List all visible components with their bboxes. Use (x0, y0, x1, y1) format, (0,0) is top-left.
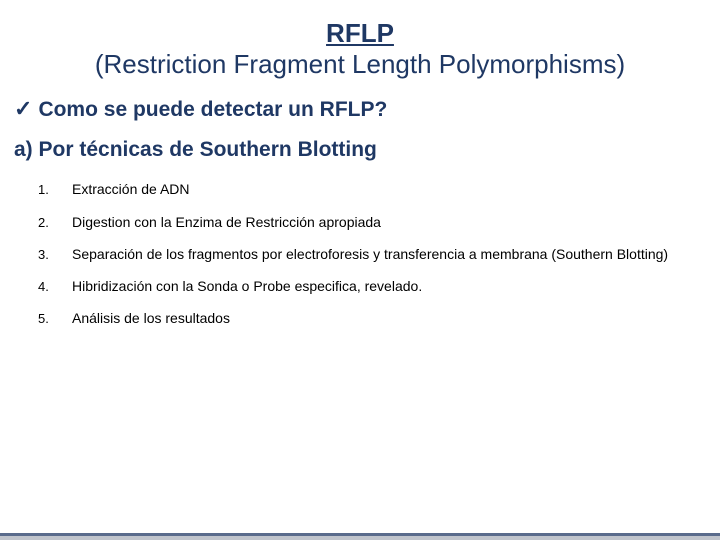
step-text: Hibridización con la Sonda o Probe espec… (72, 277, 422, 295)
step-number: 2. (38, 215, 54, 230)
list-item: 2. Digestion con la Enzima de Restricció… (38, 213, 706, 231)
list-item: 5. Análisis de los resultados (38, 309, 706, 327)
list-item: 3. Separación de los fragmentos por elec… (38, 245, 706, 263)
title-block: RFLP (Restriction Fragment Length Polymo… (14, 18, 706, 80)
step-number: 1. (38, 182, 54, 197)
slide: RFLP (Restriction Fragment Length Polymo… (0, 0, 720, 540)
step-text: Análisis de los resultados (72, 309, 230, 327)
step-number: 4. (38, 279, 54, 294)
bottom-accent-light (0, 536, 720, 540)
list-item: 1. Extracción de ADN (38, 180, 706, 198)
step-text: Extracción de ADN (72, 180, 190, 198)
list-item: 4. Hibridización con la Sonda o Probe es… (38, 277, 706, 295)
method-heading: a) Por técnicas de Southern Blotting (14, 138, 706, 162)
checkmark-icon: ✓ (14, 98, 32, 120)
step-number: 3. (38, 247, 54, 262)
step-number: 5. (38, 311, 54, 326)
step-text: Separación de los fragmentos por electro… (72, 245, 668, 263)
question-text: Como se puede detectar un RFLP? (38, 98, 387, 122)
title-main: RFLP (326, 18, 394, 48)
title-subtitle: (Restriction Fragment Length Polymorphis… (95, 49, 625, 79)
question-line: ✓ Como se puede detectar un RFLP? (14, 98, 706, 122)
step-text: Digestion con la Enzima de Restricción a… (72, 213, 381, 231)
steps-list: 1. Extracción de ADN 2. Digestion con la… (14, 180, 706, 327)
